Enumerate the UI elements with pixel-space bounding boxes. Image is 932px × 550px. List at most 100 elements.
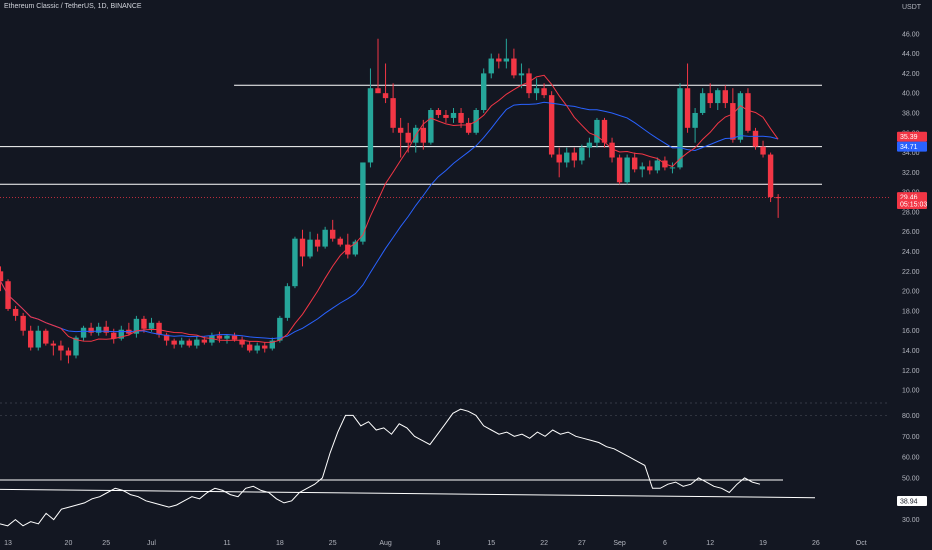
candle-body: [428, 110, 434, 143]
candle-body: [65, 350, 72, 356]
time-axis-tick: 22: [540, 540, 548, 547]
candle-body: [458, 112, 464, 123]
candle-body: [435, 110, 442, 115]
candle-body: [707, 93, 713, 104]
candle-body: [111, 332, 117, 339]
price-axis-tick: 24.00: [902, 249, 920, 256]
rsi-axis-tick: 80.00: [902, 413, 920, 420]
candle-body: [481, 73, 487, 111]
candle-body: [12, 308, 19, 316]
candle-body: [141, 318, 147, 329]
candle-body: [58, 345, 64, 351]
price-axis-tick: 46.00: [902, 31, 920, 38]
candle-body: [405, 132, 411, 143]
candle-body: [564, 152, 570, 163]
candle-body: [730, 103, 736, 140]
price-badge-label: 34.71: [900, 144, 918, 151]
candle-body: [601, 119, 608, 143]
candle-body: [330, 229, 336, 239]
rsi-line: [0, 408, 761, 527]
candle-body: [450, 112, 457, 118]
time-axis-tick: 19: [759, 540, 767, 547]
candle-body: [284, 286, 291, 318]
rsi-axis-tick: 70.00: [902, 434, 920, 441]
ma-slow-line: [0, 101, 779, 340]
candle-body: [616, 157, 623, 183]
candle-body: [35, 330, 41, 348]
candle-body: [548, 95, 555, 155]
price-badge: [897, 131, 927, 142]
candle-body: [216, 335, 223, 339]
price-axis-tick: 10.00: [902, 388, 920, 395]
candle-body: [43, 330, 49, 344]
price-badge: [897, 141, 927, 152]
candle-body: [95, 326, 102, 333]
candle-body: [224, 335, 230, 339]
candle-body: [314, 239, 321, 247]
candle-body: [307, 239, 313, 257]
candle-body: [171, 340, 177, 345]
price-axis-tick: 26.00: [902, 229, 920, 236]
candle-body: [496, 58, 502, 62]
candle-body: [699, 93, 706, 113]
candle-body: [533, 88, 540, 94]
candle-body: [50, 343, 57, 346]
candle-body: [684, 88, 691, 128]
chart-title: Ethereum Classic / TetherUS, 1D, BINANCE: [4, 3, 142, 10]
rsi-trend-line: [0, 488, 816, 499]
candle-body: [148, 322, 155, 329]
time-axis-tick: 11: [223, 540, 230, 547]
candle-body: [511, 58, 517, 76]
candle-body: [186, 340, 192, 346]
rsi-axis-tick: 60.00: [902, 455, 920, 462]
candle-body: [624, 157, 630, 183]
price-axis-tick: 32.00: [902, 170, 920, 177]
candle-body: [632, 157, 638, 170]
candle-body: [420, 127, 426, 143]
candle-body: [639, 166, 645, 170]
price-axis-tick: 12.00: [902, 368, 920, 375]
candle-body: [20, 315, 26, 331]
rsi-axis-tick: 30.00: [902, 517, 920, 524]
time-axis-tick: Aug: [379, 540, 392, 547]
time-axis-tick: 8: [436, 540, 440, 547]
time-axis-tick: 26: [812, 540, 820, 547]
candle-body: [231, 335, 238, 340]
candle-body: [360, 162, 366, 242]
candle-body: [292, 238, 298, 287]
rsi-value-badge-label: 38.94: [900, 498, 918, 505]
candle-body: [677, 88, 683, 168]
time-axis-tick: 15: [487, 540, 495, 547]
price-axis-tick: 28.00: [902, 209, 920, 216]
candle-body: [246, 344, 253, 351]
candle-body: [88, 327, 94, 333]
candle-body: [443, 114, 449, 118]
time-axis-tick: 18: [276, 540, 284, 547]
candle-body: [254, 345, 260, 351]
time-axis-tick: 13: [4, 540, 12, 547]
price-axis-tick: 44.00: [902, 51, 920, 58]
candle-body: [571, 152, 577, 161]
price-axis-tick: 14.00: [902, 348, 920, 355]
candle-body: [80, 327, 87, 338]
candle-body: [760, 146, 766, 155]
candle-body: [669, 167, 676, 169]
time-axis-tick: 27: [578, 540, 586, 547]
price-axis-tick: 38.00: [902, 110, 920, 117]
price-badge: [897, 199, 927, 210]
candle-body: [118, 329, 124, 339]
candle-body: [594, 119, 600, 143]
price-axis-tick: 16.00: [902, 328, 920, 335]
price-badge-label: 29.46: [900, 195, 918, 202]
candle-body: [133, 318, 140, 334]
price-axis-tick: 18.00: [902, 308, 920, 315]
candle-body: [194, 339, 200, 346]
candle-body: [465, 122, 472, 133]
price-badge-label: 35.39: [900, 134, 918, 141]
candle-body: [322, 229, 328, 247]
candle-body: [541, 88, 547, 96]
candle-body: [488, 58, 494, 74]
candle-body: [299, 238, 306, 257]
time-axis-tick: 25: [329, 540, 337, 547]
